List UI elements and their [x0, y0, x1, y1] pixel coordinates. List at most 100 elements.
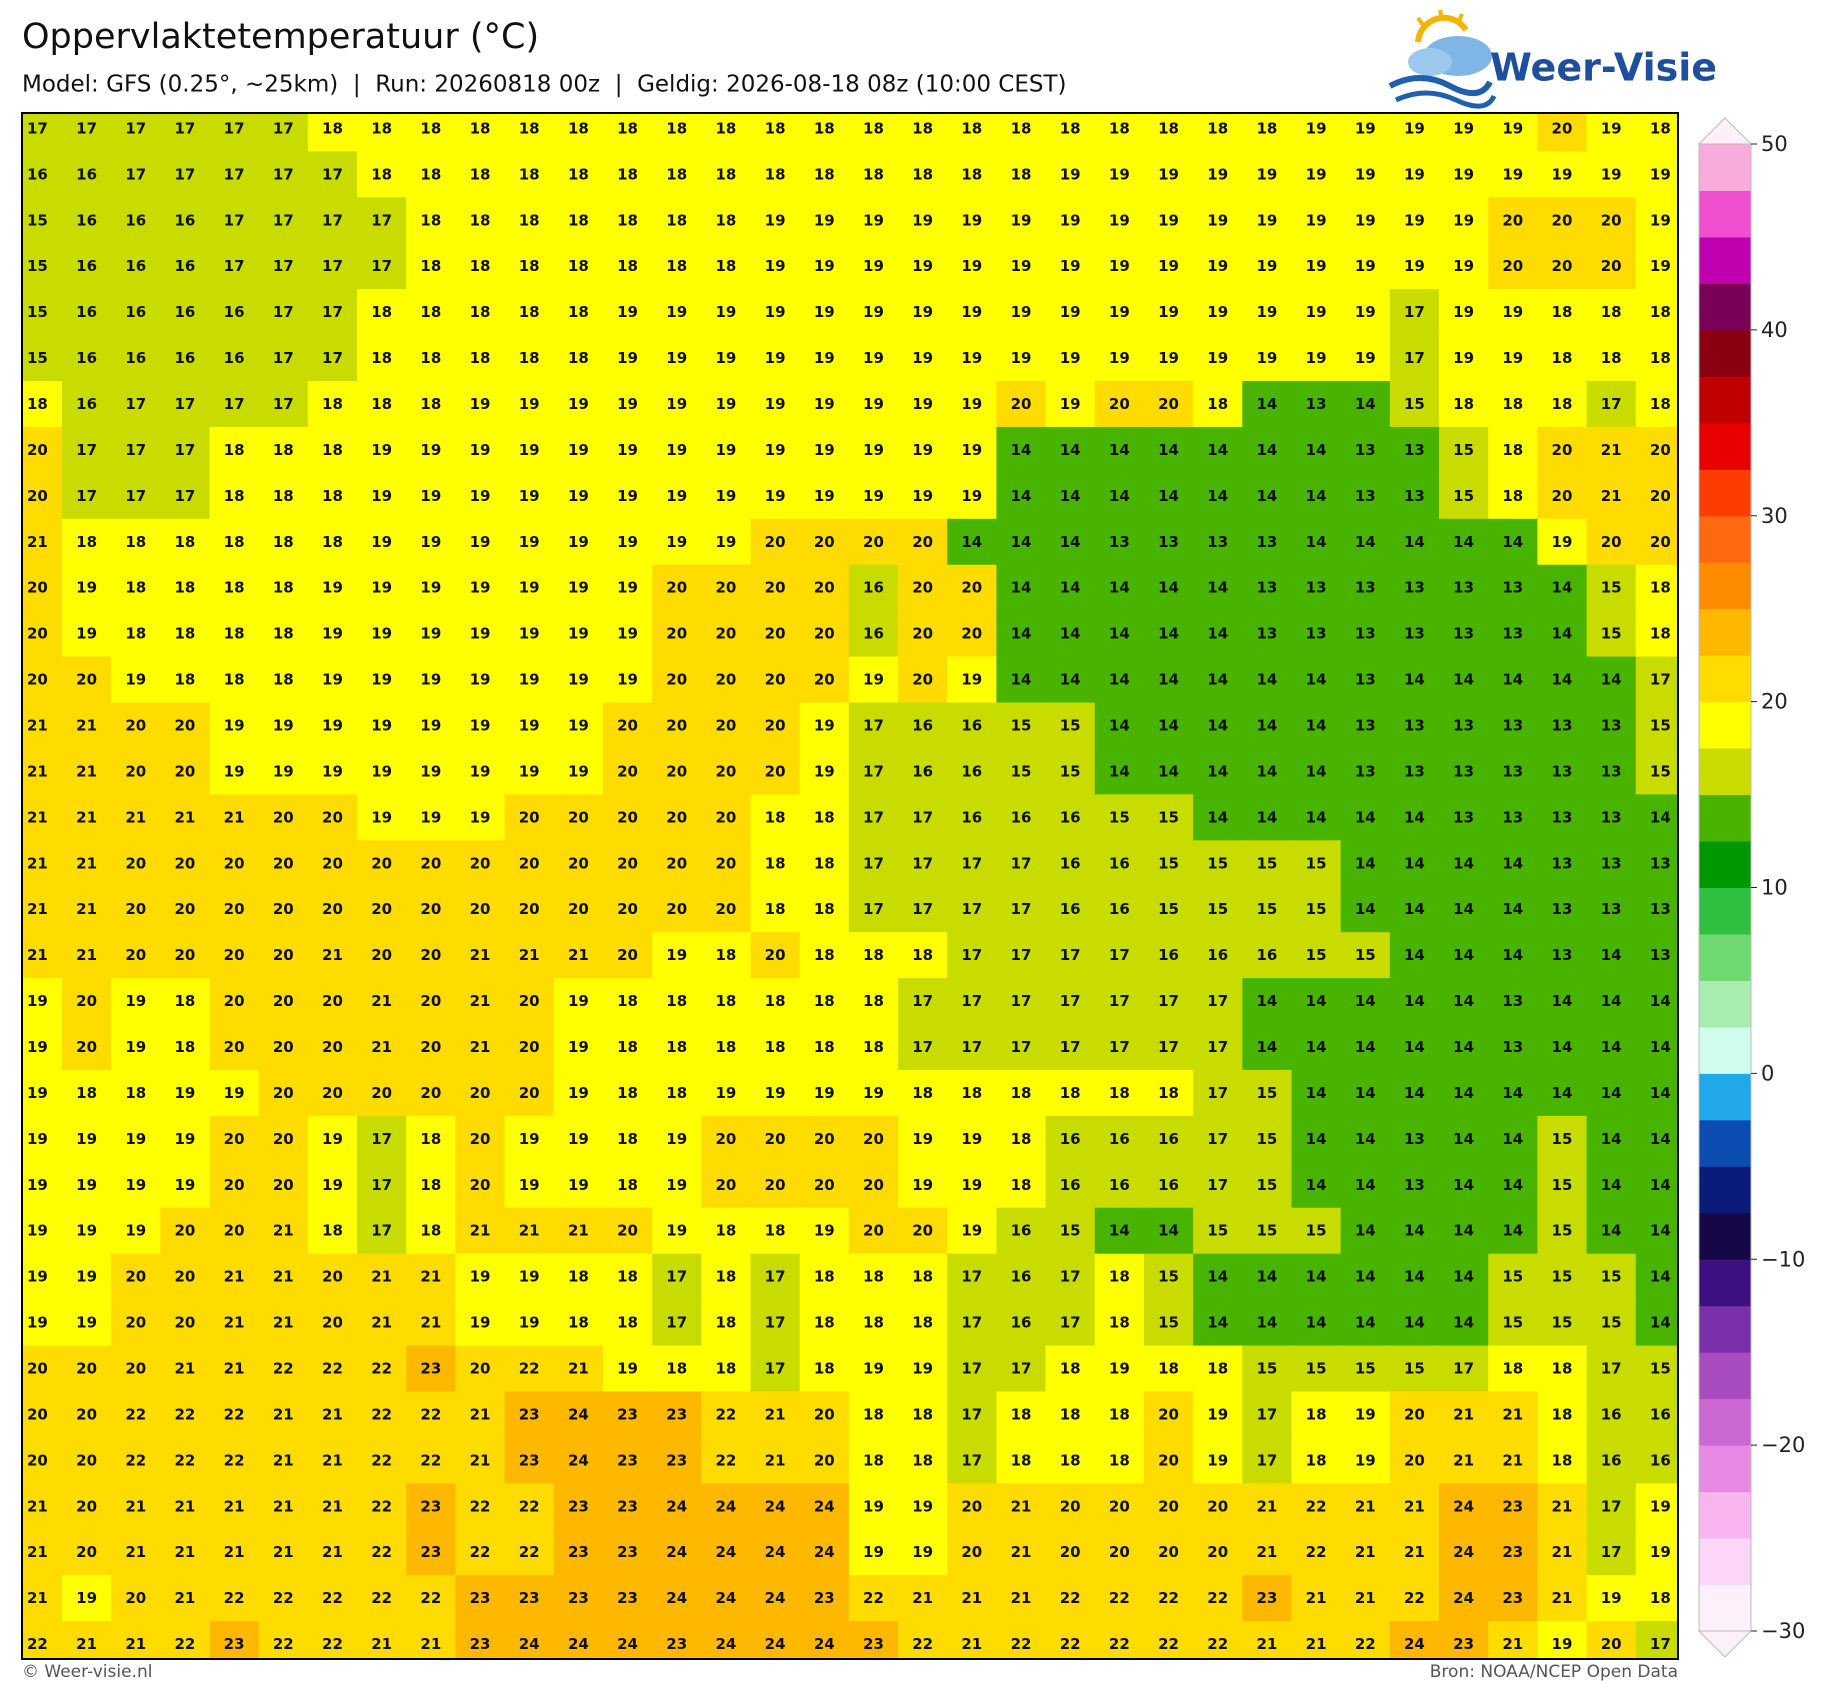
- temperature-cell: [1488, 1024, 1538, 1071]
- temperature-cell: [258, 289, 309, 336]
- temperature-value: 21: [322, 1543, 343, 1561]
- temperature-value: 15: [1060, 762, 1081, 780]
- temperature-value: 19: [814, 349, 835, 367]
- temperature-cell: [61, 1345, 112, 1393]
- temperature-cell: [996, 1529, 1047, 1576]
- temperature-cell: [455, 151, 506, 198]
- temperature-value: 15: [1601, 1268, 1622, 1286]
- temperature-value: 16: [1011, 1268, 1032, 1286]
- temperature-cell: [357, 1483, 407, 1530]
- temperature-cell: [553, 1207, 604, 1255]
- temperature-value: 19: [1453, 165, 1474, 183]
- temperature-cell: [1340, 113, 1391, 152]
- temperature-cell: [1143, 1391, 1194, 1439]
- temperature-value: 17: [371, 1222, 392, 1240]
- temperature-cell: [406, 1299, 457, 1347]
- colorbar-segment: [1699, 1166, 1751, 1214]
- temperature-value: 20: [1552, 211, 1573, 229]
- temperature-cell: [898, 886, 948, 933]
- temperature-value: 21: [371, 1268, 392, 1286]
- temperature-cell: [1045, 381, 1096, 428]
- temperature-value: 18: [1650, 303, 1671, 321]
- temperature-cell: [848, 289, 899, 336]
- temperature-cell: [357, 113, 407, 152]
- temperature-value: 24: [666, 1497, 687, 1515]
- temperature-cell: [406, 472, 457, 520]
- temperature-cell: [1586, 1575, 1637, 1622]
- temperature-value: 19: [1453, 119, 1474, 137]
- temperature-cell: [160, 1575, 211, 1622]
- temperature-value: 23: [420, 1360, 441, 1378]
- temperature-cell: [947, 335, 998, 382]
- temperature-cell: [307, 610, 358, 658]
- temperature-cell: [1537, 518, 1588, 566]
- temperature-cell: [553, 932, 604, 979]
- temperature-cell: [1193, 472, 1243, 520]
- temperature-cell: [898, 151, 948, 198]
- temperature-cell: [209, 1024, 260, 1071]
- temperature-cell: [307, 426, 358, 474]
- temperature-cell: [357, 1529, 407, 1576]
- temperature-value: 14: [1158, 762, 1179, 780]
- temperature-value: 14: [1453, 1130, 1474, 1148]
- temperature-value: 19: [470, 579, 491, 597]
- temperature-value: 13: [1552, 900, 1573, 918]
- temperature-cell: [258, 610, 309, 658]
- temperature-cell: [1537, 1391, 1588, 1439]
- temperature-value: 18: [666, 1360, 687, 1378]
- temperature-value: 17: [273, 395, 294, 413]
- temperature-cell: [750, 1621, 801, 1659]
- temperature-cell: [652, 197, 702, 244]
- temperature-value: 21: [1404, 1543, 1425, 1561]
- temperature-cell: [258, 1621, 309, 1659]
- temperature-value: 18: [715, 1222, 736, 1240]
- temperature-cell: [22, 1253, 63, 1301]
- temperature-value: 18: [568, 1314, 589, 1332]
- temperature-cell: [799, 1345, 850, 1393]
- temperature-value: 17: [765, 1314, 786, 1332]
- temperature-cell: [701, 151, 752, 198]
- temperature-cell: [160, 1299, 211, 1347]
- temperature-cell: [111, 1299, 161, 1347]
- temperature-cell: [1389, 1575, 1440, 1622]
- temperature-cell: [947, 794, 998, 841]
- temperature-value: 18: [1158, 1084, 1179, 1102]
- temperature-value: 23: [519, 1405, 540, 1423]
- temperature-cell: [111, 518, 161, 566]
- temperature-value: 18: [961, 1084, 982, 1102]
- temperature-value: 16: [1158, 1130, 1179, 1148]
- temperature-cell: [406, 702, 457, 750]
- temperature-cell: [602, 243, 653, 290]
- temperature-value: 18: [814, 165, 835, 183]
- temperature-value: 17: [76, 441, 97, 459]
- temperature-value: 19: [1060, 395, 1081, 413]
- temperature-cell: [1537, 243, 1588, 290]
- temperature-value: 18: [1011, 1405, 1032, 1423]
- temperature-value: 19: [863, 1497, 884, 1515]
- temperature-value: 15: [1207, 854, 1228, 872]
- temperature-value: 19: [666, 533, 687, 551]
- temperature-value: 18: [1109, 1268, 1130, 1286]
- temperature-value: 15: [1453, 441, 1474, 459]
- temperature-value: 19: [371, 579, 392, 597]
- temperature-value: 20: [1060, 1497, 1081, 1515]
- temperature-value: 17: [1404, 349, 1425, 367]
- temperature-value: 13: [1650, 900, 1671, 918]
- temperature-cell: [111, 886, 161, 933]
- temperature-cell: [258, 1299, 309, 1347]
- temperature-value: 19: [666, 946, 687, 964]
- temperature-cell: [947, 1437, 998, 1484]
- temperature-value: 18: [863, 946, 884, 964]
- temperature-cell: [406, 1024, 457, 1071]
- temperature-value: 13: [1306, 579, 1327, 597]
- temperature-value: 18: [1060, 119, 1081, 137]
- colorbar-tick-label: 0: [1761, 1061, 1774, 1085]
- temperature-value: 17: [273, 303, 294, 321]
- temperature-cell: [947, 1161, 998, 1209]
- temperature-value: 18: [1552, 1360, 1573, 1378]
- temperature-cell: [1488, 1299, 1538, 1347]
- temperature-cell: [750, 1115, 801, 1163]
- temperature-value: 20: [568, 854, 589, 872]
- temperature-value: 13: [1453, 625, 1474, 643]
- temperature-cell: [111, 840, 161, 887]
